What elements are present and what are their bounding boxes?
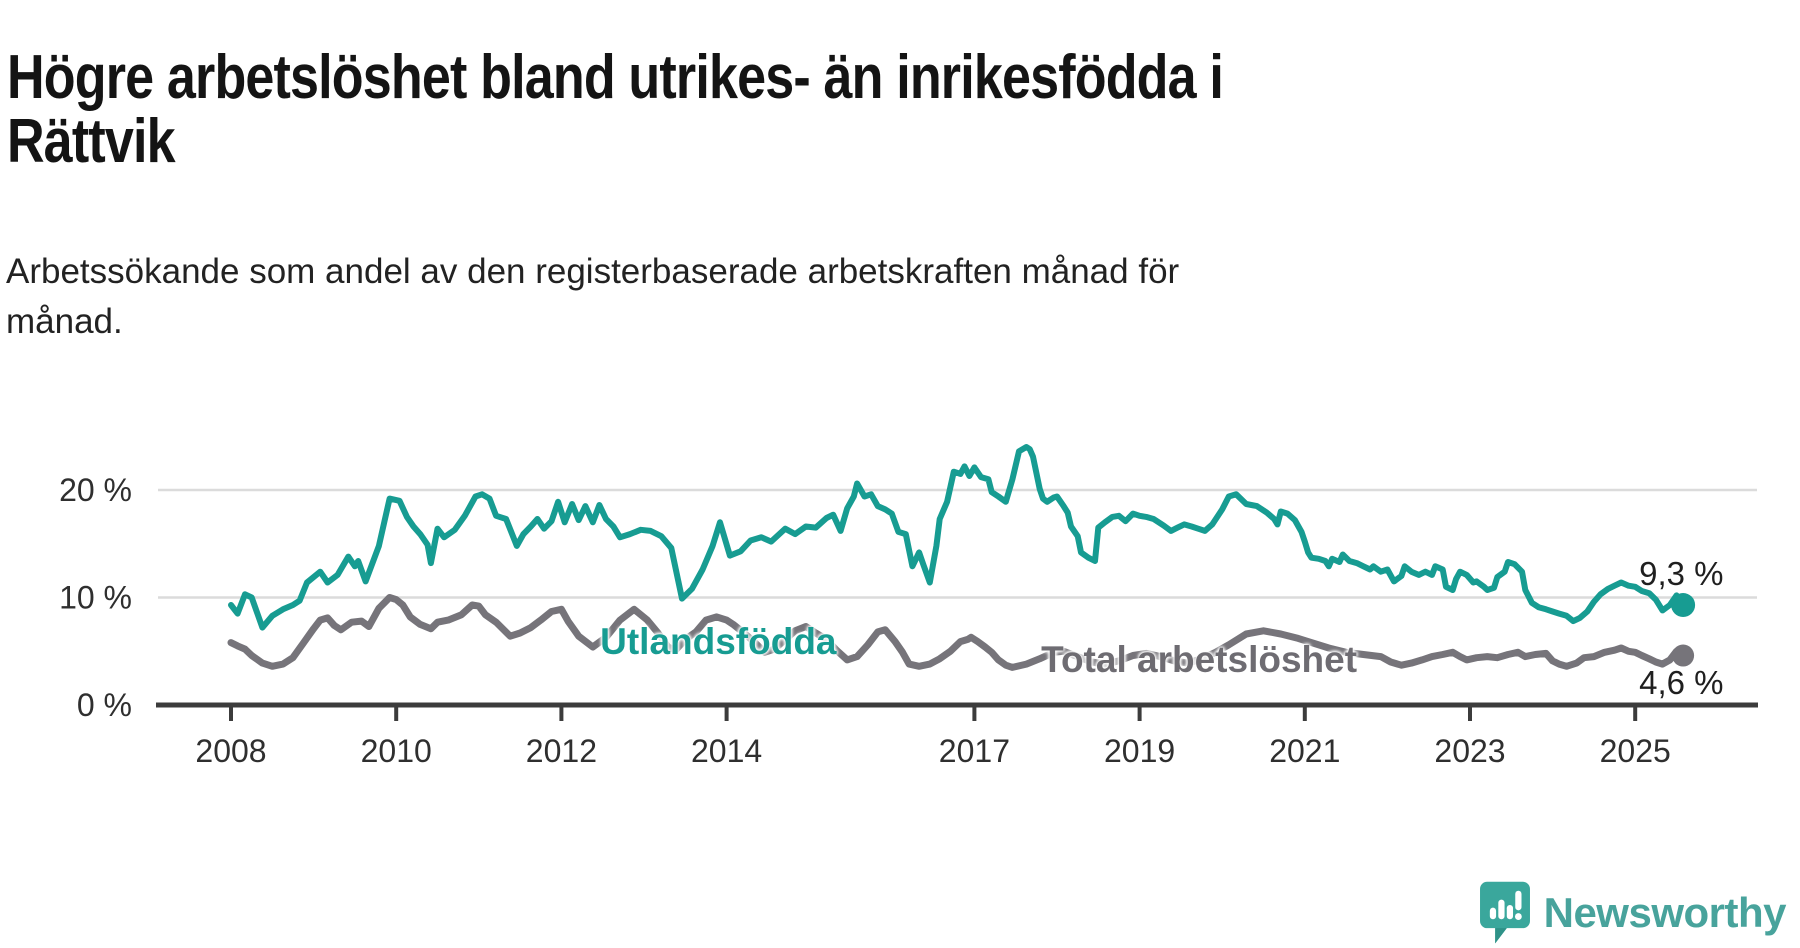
x-axis-tick-label: 2014 bbox=[691, 733, 762, 769]
series-line-utlandsfodda bbox=[228, 444, 1687, 631]
x-axis-tick-label: 2012 bbox=[526, 733, 597, 769]
page-title-line2: Rättvik bbox=[7, 106, 176, 176]
series-label-utlandsfodda: Utlandsfödda bbox=[600, 620, 837, 662]
chart-speech-bubble-icon bbox=[1479, 881, 1530, 944]
series-line-total bbox=[227, 594, 1687, 671]
x-axis-tick-label: 2008 bbox=[195, 733, 266, 769]
end-value-label-utlandsfodda: 9,3 % bbox=[1639, 555, 1724, 593]
y-axis-tick-label: 20 % bbox=[59, 472, 132, 508]
chart-subtitle: Arbetssökande som andel av den registerb… bbox=[6, 247, 1179, 347]
newsworthy-logo-text: Newsworthy bbox=[1543, 889, 1787, 936]
x-axis-tick-label: 2023 bbox=[1434, 733, 1505, 769]
series-label-total-arbetsloshet: Total arbetslöshet bbox=[1041, 638, 1358, 680]
end-dot-utlandsfodda bbox=[1671, 593, 1696, 618]
y-axis-tick-label: 0 % bbox=[77, 687, 132, 723]
end-value-label-total: 4,6 % bbox=[1639, 663, 1724, 701]
page-title: Högre arbetslöshet bland utrikes- än inr… bbox=[7, 42, 1455, 176]
y-axis-tick-label: 10 % bbox=[59, 580, 132, 616]
x-axis-tick-label: 2017 bbox=[939, 733, 1010, 769]
chart-subtitle-line1: Arbetssökande som andel av den registerb… bbox=[6, 252, 1180, 291]
x-axis-tick-label: 2021 bbox=[1269, 733, 1340, 769]
page-title-line1: Högre arbetslöshet bland utrikes- än inr… bbox=[7, 42, 1224, 112]
x-axis-tick-label: 2019 bbox=[1104, 733, 1175, 769]
x-axis-tick-label: 2025 bbox=[1600, 733, 1671, 769]
chart-subtitle-line2: månad. bbox=[6, 302, 123, 341]
newsworthy-logo: Newsworthy bbox=[1478, 880, 1787, 946]
end-dot-total bbox=[1672, 644, 1695, 667]
x-axis-tick-label: 2010 bbox=[361, 733, 432, 769]
